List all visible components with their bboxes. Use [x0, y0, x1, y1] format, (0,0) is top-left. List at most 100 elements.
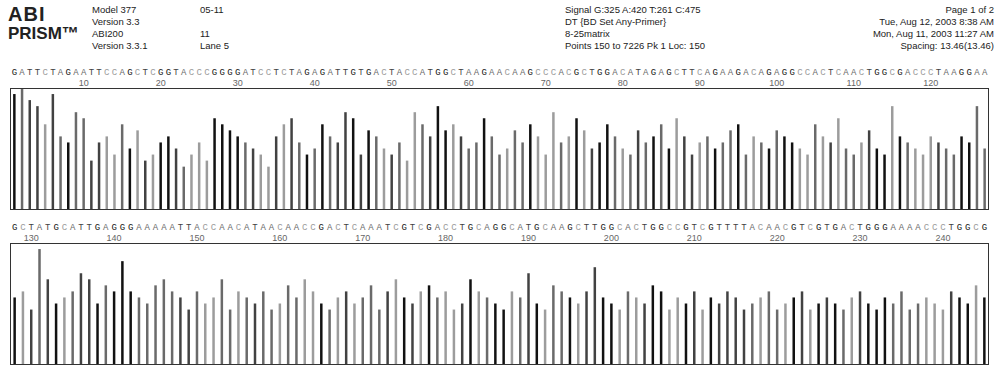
svg-text:G: G [468, 223, 473, 233]
svg-text:240: 240 [935, 233, 950, 243]
svg-text:G: G [426, 223, 431, 233]
svg-text:G: G [712, 68, 717, 78]
svg-text:T: T [45, 223, 51, 233]
svg-text:G: G [658, 223, 663, 233]
svg-text:C: C [808, 223, 814, 233]
svg-text:C: C [302, 223, 308, 233]
svg-text:C: C [667, 223, 673, 233]
svg-text:C: C [196, 68, 202, 78]
svg-text:G: G [319, 223, 324, 233]
svg-text:A: A [497, 68, 503, 78]
svg-text:T: T [343, 68, 349, 78]
svg-text:20: 20 [156, 78, 166, 88]
svg-text:C: C [700, 223, 706, 233]
svg-text:G: G [443, 68, 448, 78]
svg-text:T: T [460, 223, 466, 233]
svg-text:T: T [143, 68, 149, 78]
svg-text:A: A [181, 68, 187, 78]
svg-text:G: G [959, 68, 964, 78]
svg-text:220: 220 [770, 233, 785, 243]
svg-text:C: C [451, 223, 457, 233]
svg-text:G: G [304, 68, 309, 78]
svg-text:T: T [358, 68, 364, 78]
svg-text:A: A [982, 68, 988, 78]
svg-text:G: G [401, 223, 406, 233]
svg-text:A: A [219, 223, 225, 233]
svg-text:G: G [166, 68, 171, 78]
svg-text:C: C [797, 68, 803, 78]
svg-text:T: T [389, 68, 395, 78]
svg-text:T: T [96, 68, 102, 78]
svg-text:G: G [574, 68, 579, 78]
svg-text:40: 40 [310, 78, 320, 88]
svg-text:C: C [112, 68, 118, 78]
svg-text:A: A [899, 223, 905, 233]
svg-text:A: A [905, 68, 911, 78]
svg-text:T: T [273, 68, 279, 78]
svg-text:C: C [476, 223, 482, 233]
svg-text:T: T [642, 223, 648, 233]
svg-text:A: A [720, 68, 726, 78]
svg-text:G: G [882, 223, 887, 233]
svg-text:50: 50 [387, 78, 397, 88]
svg-text:C: C [258, 68, 264, 78]
svg-text:G: G [158, 68, 163, 78]
svg-text:G: G [897, 68, 902, 78]
svg-text:A: A [951, 68, 957, 78]
svg-text:60: 60 [464, 78, 474, 88]
svg-text:C: C [404, 68, 410, 78]
svg-text:140: 140 [107, 233, 122, 243]
svg-text:C: C [582, 68, 588, 78]
svg-text:T: T [186, 223, 192, 233]
svg-text:G: G [567, 223, 572, 233]
svg-text:G: G [736, 68, 741, 78]
svg-text:G: G [832, 223, 837, 233]
svg-text:T: T [526, 223, 532, 233]
svg-text:C: C [509, 223, 515, 233]
svg-text:A: A [558, 68, 564, 78]
svg-text:A: A [397, 68, 403, 78]
svg-text:A: A [327, 68, 333, 78]
svg-text:T: T [427, 68, 433, 78]
svg-text:A: A [73, 68, 79, 78]
svg-text:G: G [957, 223, 962, 233]
svg-text:T: T [828, 68, 834, 78]
svg-text:A: A [750, 223, 756, 233]
svg-text:G: G [12, 68, 17, 78]
svg-text:C: C [836, 68, 842, 78]
svg-text:G: G [120, 223, 125, 233]
svg-text:A: A [890, 223, 896, 233]
svg-text:A: A [813, 68, 819, 78]
svg-text:T: T [592, 223, 598, 233]
svg-text:T: T [584, 223, 590, 233]
svg-text:A: A [153, 223, 159, 233]
svg-text:T: T [289, 68, 295, 78]
svg-text:C: C [236, 223, 242, 233]
svg-text:A: A [659, 68, 665, 78]
svg-text:A: A [161, 223, 167, 233]
svg-text:T: T [343, 223, 349, 233]
svg-text:C: C [310, 223, 316, 233]
svg-text:C: C [150, 68, 156, 78]
svg-text:230: 230 [853, 233, 868, 243]
svg-text:C: C [805, 68, 811, 78]
svg-text:C: C [20, 223, 26, 233]
svg-text:A: A [194, 223, 200, 233]
svg-text:G: G [435, 68, 440, 78]
svg-text:G: G [965, 223, 970, 233]
svg-text:C: C [697, 68, 703, 78]
svg-text:C: C [135, 68, 141, 78]
svg-text:120: 120 [923, 78, 938, 88]
svg-text:C: C [266, 68, 272, 78]
svg-text:T: T [50, 68, 56, 78]
svg-text:G: G [789, 68, 794, 78]
svg-text:G: G [66, 68, 71, 78]
svg-text:C: C [849, 223, 855, 233]
svg-text:10: 10 [79, 78, 89, 88]
svg-text:190: 190 [521, 233, 536, 243]
svg-text:C: C [542, 223, 548, 233]
svg-text:G: G [766, 68, 771, 78]
svg-text:C: C [551, 68, 557, 78]
svg-text:G: G [816, 223, 821, 233]
svg-text:A: A [360, 223, 366, 233]
